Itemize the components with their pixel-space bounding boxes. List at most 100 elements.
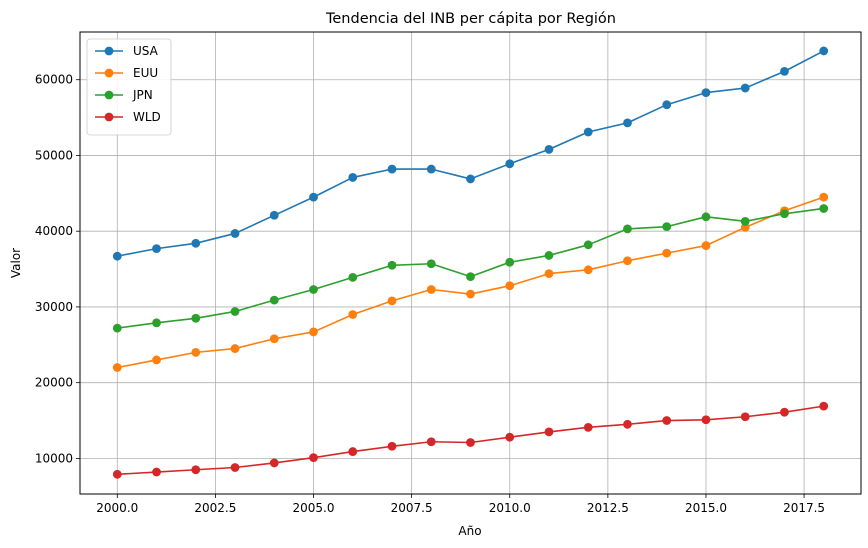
data-point (112, 363, 122, 372)
data-point (426, 437, 436, 447)
legend-label: JPN (132, 88, 153, 102)
data-point (583, 240, 593, 250)
data-point (269, 210, 279, 220)
data-point (348, 173, 358, 182)
data-point (780, 66, 789, 76)
x-tick-label: 2017.5 (783, 501, 825, 515)
data-point (466, 289, 475, 299)
data-point (112, 251, 122, 261)
data-point (740, 83, 750, 93)
data-point (819, 192, 829, 202)
data-point (505, 159, 515, 169)
legend-entry-euu: EUU (95, 66, 158, 80)
x-tick-label: 2012.5 (587, 501, 629, 515)
data-point (819, 401, 829, 411)
y-axis-label: Valor (9, 248, 23, 278)
legend-label: WLD (133, 110, 161, 124)
x-tick-label: 2005.0 (293, 501, 335, 515)
data-point (112, 323, 122, 333)
data-point (152, 318, 161, 328)
legend-marker (104, 112, 114, 122)
data-point (544, 427, 554, 437)
data-point (348, 272, 358, 282)
data-point (466, 438, 475, 447)
data-point (583, 265, 593, 275)
legend-entry-wld: WLD (95, 110, 161, 124)
data-point (309, 285, 318, 294)
data-point (544, 144, 554, 154)
data-point (152, 467, 161, 477)
data-point (191, 313, 201, 323)
data-point (309, 192, 318, 202)
data-point (191, 347, 201, 357)
legend-label: EUU (133, 66, 158, 80)
data-point (191, 238, 201, 248)
y-tick-label: 40000 (35, 224, 73, 238)
legend-marker (104, 68, 114, 78)
x-axis-ticks: 2000.0 2002.5 2005.0 2007.5 2010.0 2012.5 2015… (96, 494, 825, 515)
data-point (230, 463, 240, 472)
data-point (583, 127, 593, 137)
data-point (662, 248, 672, 258)
legend-marker (104, 90, 114, 100)
data-point (230, 229, 240, 238)
data-point (466, 174, 475, 184)
x-tick-label: 2010.0 (489, 501, 531, 515)
data-point (505, 281, 515, 291)
series-usa (112, 46, 829, 261)
legend-box (86, 38, 172, 136)
data-point (662, 100, 672, 110)
data-point (269, 334, 279, 344)
chart-title: Tendencia del INB per cápita por Región (325, 11, 616, 27)
x-tick-label: 2007.5 (391, 501, 433, 515)
data-point (387, 296, 397, 306)
data-point (426, 259, 436, 269)
data-point (152, 355, 161, 365)
data-point (662, 416, 672, 425)
legend-entry-usa: USA (95, 44, 159, 58)
series-jpn (112, 204, 829, 333)
grid-lines (80, 32, 861, 494)
plot-frame (79, 31, 862, 495)
series-layer (112, 46, 829, 479)
data-point (269, 295, 279, 305)
series-euu (112, 192, 829, 372)
data-point (348, 310, 358, 319)
y-tick-label: 50000 (35, 148, 73, 162)
data-point (780, 209, 789, 219)
data-point (623, 256, 632, 266)
data-point (426, 164, 436, 174)
data-point (701, 415, 711, 425)
legend-entry-jpn: JPN (95, 88, 153, 102)
y-tick-label: 30000 (35, 300, 73, 314)
data-point (230, 344, 240, 353)
data-point (623, 419, 632, 429)
y-tick-label: 10000 (35, 451, 73, 465)
data-point (505, 257, 515, 267)
data-point (230, 307, 240, 316)
data-point (701, 212, 711, 222)
y-axis-ticks: 10000 20000 30000 40000 50000 60000 (35, 73, 80, 465)
data-point (701, 88, 711, 97)
data-point (309, 327, 318, 337)
data-point (505, 432, 515, 442)
legend-marker (104, 46, 114, 56)
data-point (623, 224, 632, 234)
data-point (387, 260, 397, 270)
data-point (740, 216, 750, 226)
x-tick-label: 2015.0 (685, 501, 727, 515)
data-point (152, 244, 161, 254)
data-point (544, 269, 554, 279)
data-point (269, 458, 279, 468)
x-axis-label: Año (458, 524, 481, 538)
data-point (466, 272, 475, 282)
data-point (623, 118, 632, 128)
data-point (780, 407, 789, 417)
series-wld (112, 401, 829, 479)
data-point (583, 422, 593, 432)
data-point (740, 223, 750, 232)
x-tick-label: 2000.0 (96, 501, 138, 515)
y-tick-label: 60000 (35, 73, 73, 87)
data-point (662, 222, 672, 232)
data-point (701, 241, 711, 250)
